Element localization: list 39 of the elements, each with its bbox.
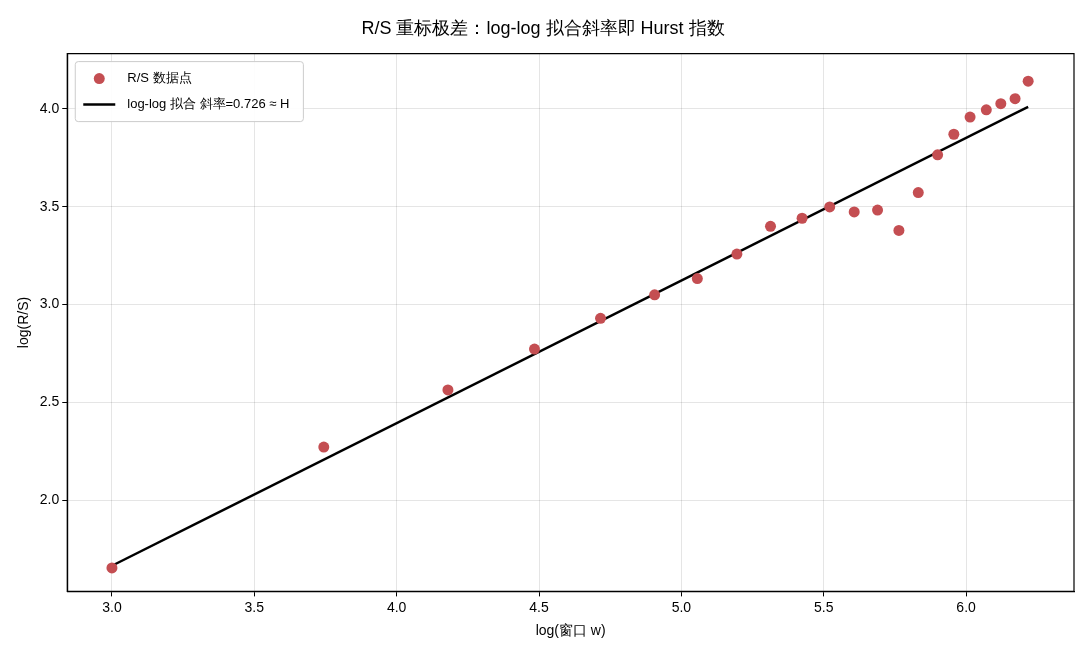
point (649, 289, 661, 301)
point (824, 201, 836, 213)
x-tick-label: 6.0 (956, 598, 977, 615)
x-axis-title: log(窗口 w) (535, 622, 606, 639)
legend-label: log-log 拟合 斜率=0.726 ≈ H (127, 96, 290, 112)
x-tick-label: 3.5 (244, 598, 265, 615)
point (796, 212, 808, 224)
point (980, 104, 992, 116)
point (1009, 93, 1021, 105)
point (848, 206, 860, 218)
point (932, 149, 944, 161)
point (995, 98, 1007, 110)
point (691, 273, 703, 285)
point (595, 312, 607, 324)
y-axis-title: log(R/S) (15, 296, 32, 349)
point (948, 128, 960, 140)
point (893, 224, 905, 236)
y-tick-label: 4.0 (39, 99, 60, 116)
point (964, 111, 976, 123)
x-tick-label: 5.0 (671, 598, 692, 615)
point (528, 343, 540, 355)
point (318, 441, 330, 453)
point (765, 220, 776, 232)
y-tick-label: 3.5 (39, 197, 60, 214)
chart-title: R/S 重标极差：log-log 拟合斜率即 Hurst 指数 (361, 17, 725, 38)
y-tick-label: 2.5 (39, 393, 60, 410)
x-tick-label: 3.0 (102, 598, 122, 615)
point (872, 204, 884, 216)
point (1022, 75, 1034, 87)
point (442, 384, 454, 396)
x-tick-label: 4.5 (529, 598, 549, 615)
legend-label: R/S 数据点 (127, 70, 192, 86)
point (731, 248, 743, 260)
y-tick-label: 3.0 (39, 295, 60, 312)
point (912, 187, 924, 199)
y-tick-label: 2.0 (39, 491, 60, 508)
x-tick-label: 5.5 (814, 598, 834, 615)
point (106, 562, 118, 574)
x-tick-label: 4.0 (386, 598, 407, 615)
